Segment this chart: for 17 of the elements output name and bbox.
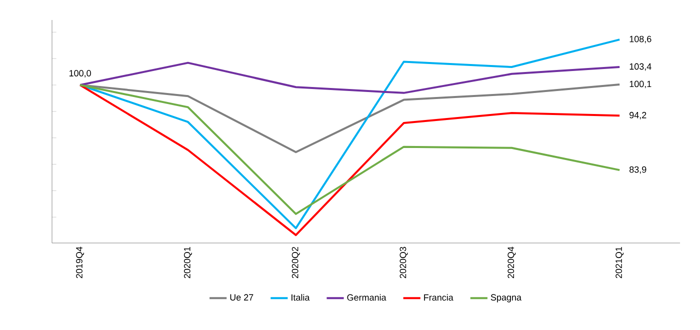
data-label: 103,4 — [630, 63, 652, 71]
x-tick-label: 2020Q2 — [292, 246, 300, 278]
x-tick-label: 2020Q3 — [400, 246, 408, 278]
x-tick-label: 2019Q4 — [76, 246, 84, 278]
legend-label: Ue 27 — [230, 294, 254, 301]
data-label: 100,0 — [69, 70, 91, 78]
data-label: 100,1 — [630, 80, 652, 88]
data-label: 94,2 — [630, 112, 646, 120]
x-tick-label: 2020Q4 — [508, 246, 516, 278]
data-label: 108,6 — [630, 36, 652, 44]
legend-label: Italia — [292, 294, 310, 301]
legend-label: Spagna — [490, 294, 522, 302]
x-tick-label: 2021Q1 — [616, 246, 624, 278]
legend-label: Francia — [424, 294, 454, 301]
legend-label: Germania — [347, 294, 386, 301]
data-label: 83,9 — [630, 166, 646, 174]
x-tick-label: 2020Q1 — [184, 246, 192, 278]
